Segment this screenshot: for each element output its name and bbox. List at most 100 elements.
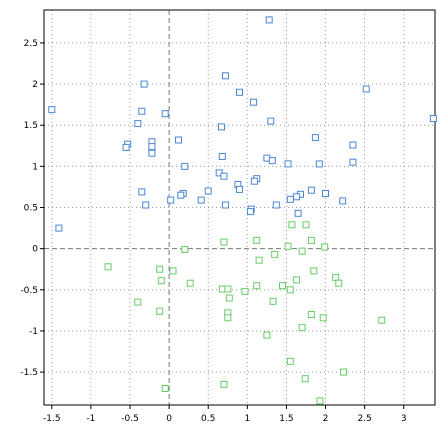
data-point [122, 143, 130, 151]
data-point [349, 158, 357, 166]
x-tick-label: 0 [166, 414, 172, 424]
data-point [301, 375, 309, 383]
data-point [250, 98, 258, 106]
data-point [284, 242, 292, 250]
data-point [134, 298, 142, 306]
x-tick-label: 0.5 [201, 414, 215, 424]
zero-axes [44, 10, 435, 405]
data-point [142, 201, 150, 209]
data-point [319, 314, 327, 322]
data-point [156, 265, 164, 273]
data-point [250, 177, 258, 185]
y-tick-label: 2.5 [24, 39, 38, 49]
data-point [218, 153, 226, 160]
series-2 [104, 221, 386, 405]
data-point [311, 134, 319, 142]
y-tick-label: 1 [32, 162, 38, 172]
data-point [307, 236, 315, 244]
y-tick-label: 0 [32, 245, 38, 255]
x-tick-label: 1.5 [279, 414, 293, 424]
data-point [269, 297, 277, 305]
data-point [307, 186, 315, 194]
data-points [48, 16, 437, 405]
data-point [298, 324, 306, 332]
data-point [310, 267, 318, 275]
data-point [241, 287, 249, 295]
data-point [271, 250, 279, 258]
data-point [302, 221, 310, 229]
data-point [293, 193, 301, 201]
data-point [148, 143, 156, 151]
data-point [286, 357, 294, 365]
data-point [279, 282, 286, 290]
data-point [221, 201, 229, 209]
data-point [286, 195, 294, 203]
x-tick-label: -1.5 [43, 414, 61, 424]
data-point [315, 160, 323, 168]
data-point [267, 117, 275, 125]
data-point [181, 246, 189, 253]
data-point [220, 238, 228, 246]
data-point [55, 224, 63, 232]
data-point [321, 243, 329, 251]
y-tick-label: -0.5 [20, 286, 38, 296]
series-1 [48, 16, 437, 232]
data-point [429, 115, 437, 123]
data-point [140, 80, 148, 88]
x-tick-label: 1 [244, 414, 250, 424]
x-tick-label: -1 [86, 414, 95, 424]
data-point [175, 136, 182, 144]
data-point [138, 188, 146, 196]
data-point [197, 196, 205, 204]
data-point [138, 107, 146, 115]
data-point [221, 72, 229, 80]
axis-ticks: -1.5 -1 -0.5 0 0.5 1 1.5 2 2.5 3 -1.5 -1 -0.5 0 0.5 1 1.… [20, 39, 406, 424]
data-point [148, 149, 156, 157]
data-point [246, 208, 254, 216]
data-point [294, 209, 302, 217]
data-point [224, 285, 232, 293]
data-point [104, 263, 112, 271]
x-tick-label: 2.5 [357, 414, 371, 424]
data-point [236, 185, 243, 193]
data-point [134, 120, 142, 128]
data-point [181, 162, 189, 170]
data-point [220, 172, 228, 180]
data-point [169, 267, 177, 275]
data-point [316, 397, 324, 405]
data-point [48, 106, 56, 114]
data-point [332, 273, 340, 281]
data-point [161, 385, 169, 392]
data-point [220, 380, 228, 388]
data-point [156, 307, 164, 315]
data-point [349, 141, 357, 149]
x-tick-label: 2 [323, 414, 329, 424]
y-tick-label: 1.5 [24, 121, 38, 131]
data-point [335, 279, 343, 287]
data-point [224, 314, 232, 322]
y-tick-label: 2 [32, 80, 38, 90]
data-point [339, 197, 347, 205]
data-point [362, 85, 370, 93]
y-tick-label: 0.5 [24, 204, 38, 214]
data-point [298, 247, 306, 255]
data-point [236, 88, 243, 96]
data-point [225, 294, 233, 302]
data-point [186, 279, 194, 287]
data-point [340, 368, 347, 376]
data-point [378, 316, 386, 324]
y-tick-label: -1 [29, 327, 38, 337]
data-point [157, 277, 165, 285]
data-point [286, 286, 294, 294]
data-point [284, 160, 292, 168]
data-point [272, 201, 280, 209]
data-point [263, 331, 271, 339]
data-point [167, 196, 175, 204]
data-point [161, 110, 169, 118]
x-tick-label: 3 [401, 414, 407, 424]
data-point [268, 157, 276, 165]
data-point [253, 236, 261, 244]
data-point [322, 190, 329, 197]
